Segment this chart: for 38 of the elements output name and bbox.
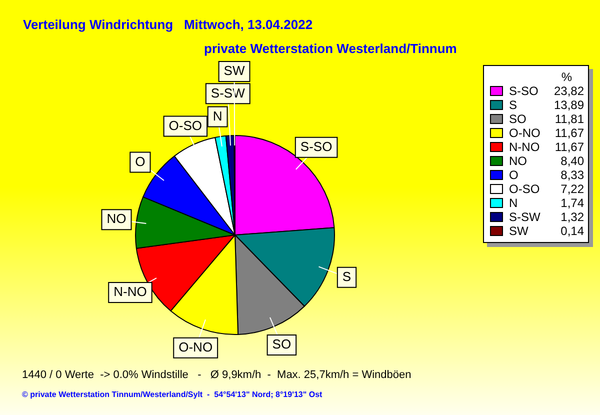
legend-label: S <box>509 98 518 112</box>
slice-label: N-NO <box>114 284 147 300</box>
slice-label: N <box>212 108 222 124</box>
text: © private Wetterstation Tinnum/Westerland/Sylt - 54°54'13" Nord; 8°19'13" Ost <box>22 390 322 399</box>
slice-label: SO <box>272 336 292 352</box>
slice-label: O-NO <box>178 339 213 354</box>
data-label: 1,32 <box>560 210 584 224</box>
slice-label: O-SO <box>168 118 202 133</box>
legend-label: N <box>509 196 519 210</box>
text: 1440 / 0 Werte -> 0.0% Windstille - Ø 9,9km/h - Max. 25,7km/h = Windböen <box>22 369 412 381</box>
chart-subtitle: private Wetterstation Westerland/Tinnum <box>204 41 457 56</box>
slice-label: S <box>342 268 352 284</box>
data-label: 0,14 <box>560 224 584 238</box>
data-label: 8,33 <box>560 168 584 182</box>
legend-label: N-NO <box>509 140 541 154</box>
legend-label: S-SW <box>509 210 542 224</box>
slice-label: S-SO <box>300 139 332 154</box>
slice-label: SW <box>224 63 246 78</box>
slice-label: S-SW <box>210 85 246 100</box>
chart-title: Verteilung Windrichtung Mittwoch, 13.04.2022 <box>23 17 313 32</box>
data-label: 11,67 <box>554 140 584 154</box>
data-label: 11,81 <box>554 112 584 126</box>
legend-label: SO <box>509 112 528 126</box>
data-label: 7,22 <box>560 182 584 196</box>
data-label: 11,67 <box>554 126 584 140</box>
legend-label: NO <box>509 154 528 168</box>
data-label: 13,89 <box>554 98 584 112</box>
legend-title: % <box>560 70 573 84</box>
data-label: 8,40 <box>560 154 584 168</box>
data-label: 23,82 <box>554 84 584 98</box>
legend-label: SW <box>509 224 530 238</box>
legend-label: S-SO <box>509 84 540 98</box>
legend-label: O <box>509 168 520 182</box>
slice-label: NO <box>106 211 126 226</box>
data-label: 1,74 <box>560 196 584 210</box>
legend-label: O-NO <box>509 126 542 140</box>
slice-label: O <box>135 154 146 169</box>
legend-label: O-SO <box>509 182 541 196</box>
